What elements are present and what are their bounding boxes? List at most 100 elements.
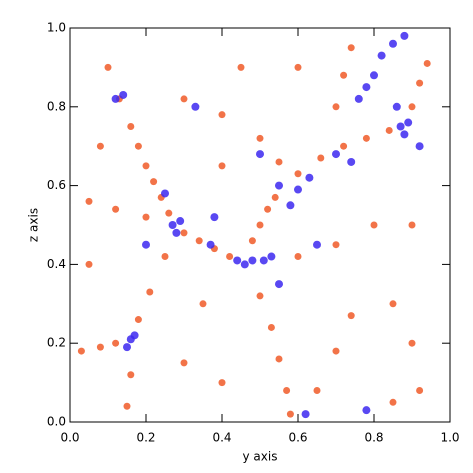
- point: [111, 94, 120, 103]
- y-tick-label: 0.0: [47, 415, 66, 429]
- y-tick-label: 1.0: [47, 21, 66, 35]
- point: [96, 142, 104, 150]
- point: [130, 331, 139, 340]
- point: [176, 217, 185, 226]
- point: [226, 253, 234, 261]
- point: [191, 102, 200, 111]
- point: [389, 398, 397, 406]
- point: [275, 355, 283, 363]
- point: [305, 173, 314, 182]
- point: [218, 162, 226, 170]
- point: [301, 410, 310, 419]
- point: [134, 316, 142, 324]
- point: [180, 229, 188, 237]
- point: [104, 63, 112, 71]
- point: [347, 157, 356, 166]
- point: [85, 260, 93, 268]
- point: [340, 71, 348, 79]
- point: [396, 122, 405, 131]
- point: [112, 205, 120, 213]
- x-tick-label: 1.0: [440, 431, 459, 445]
- point: [377, 51, 386, 60]
- point: [313, 386, 321, 394]
- point: [362, 134, 370, 142]
- x-tick-label: 0.2: [136, 431, 155, 445]
- point: [180, 95, 188, 103]
- point: [286, 201, 295, 210]
- point: [127, 123, 135, 130]
- point: [267, 252, 276, 261]
- point: [150, 178, 158, 186]
- x-tick-label: 0.6: [288, 431, 307, 445]
- point: [347, 44, 355, 52]
- point: [142, 240, 150, 249]
- point: [180, 359, 188, 367]
- point: [259, 256, 268, 265]
- point: [286, 410, 294, 418]
- point: [123, 402, 131, 410]
- point: [408, 221, 416, 229]
- point: [389, 39, 397, 48]
- point: [237, 63, 245, 71]
- point: [85, 197, 93, 205]
- point: [240, 260, 249, 269]
- point: [416, 79, 424, 87]
- point: [112, 339, 120, 347]
- point: [256, 292, 264, 300]
- point: [77, 347, 85, 355]
- point: [332, 241, 340, 249]
- point: [283, 386, 291, 394]
- point: [415, 142, 424, 151]
- plot-frame: [69, 27, 451, 423]
- point: [233, 256, 242, 265]
- y-tick-label: 0.6: [47, 178, 66, 192]
- point: [408, 103, 416, 111]
- point: [127, 371, 135, 379]
- point: [275, 181, 283, 190]
- point: [264, 205, 272, 213]
- point: [142, 213, 150, 221]
- point: [206, 240, 215, 249]
- point: [161, 253, 169, 261]
- point: [199, 300, 207, 308]
- point: [275, 158, 283, 166]
- point: [256, 221, 264, 229]
- x-tick-label: 0.0: [60, 431, 79, 445]
- point: [347, 312, 355, 320]
- x-axis-label: y axis: [243, 450, 278, 464]
- y-axis-label: z axis: [27, 208, 41, 242]
- point: [389, 300, 397, 308]
- point: [142, 162, 150, 170]
- point: [168, 221, 177, 229]
- point: [400, 130, 409, 139]
- y-tick-label: 0.8: [47, 99, 66, 113]
- point: [400, 31, 409, 40]
- point: [248, 256, 257, 265]
- point: [354, 94, 363, 103]
- point: [408, 339, 416, 347]
- point: [294, 170, 302, 178]
- point: [123, 343, 131, 352]
- point: [362, 406, 371, 415]
- point: [256, 134, 264, 142]
- point: [172, 228, 181, 237]
- point: [165, 209, 173, 217]
- point: [370, 221, 378, 229]
- point: [294, 63, 302, 71]
- point: [385, 126, 393, 134]
- point: [146, 288, 154, 296]
- point: [332, 103, 340, 111]
- point: [416, 386, 424, 394]
- point: [332, 150, 340, 159]
- point: [423, 59, 431, 67]
- point: [248, 237, 256, 245]
- point: [340, 142, 348, 150]
- point: [134, 142, 142, 150]
- point: [96, 343, 104, 351]
- point: [119, 90, 128, 99]
- point: [392, 102, 401, 111]
- y-tick-label: 0.4: [47, 257, 66, 271]
- point: [294, 253, 302, 261]
- x-tick-label: 0.4: [212, 431, 231, 445]
